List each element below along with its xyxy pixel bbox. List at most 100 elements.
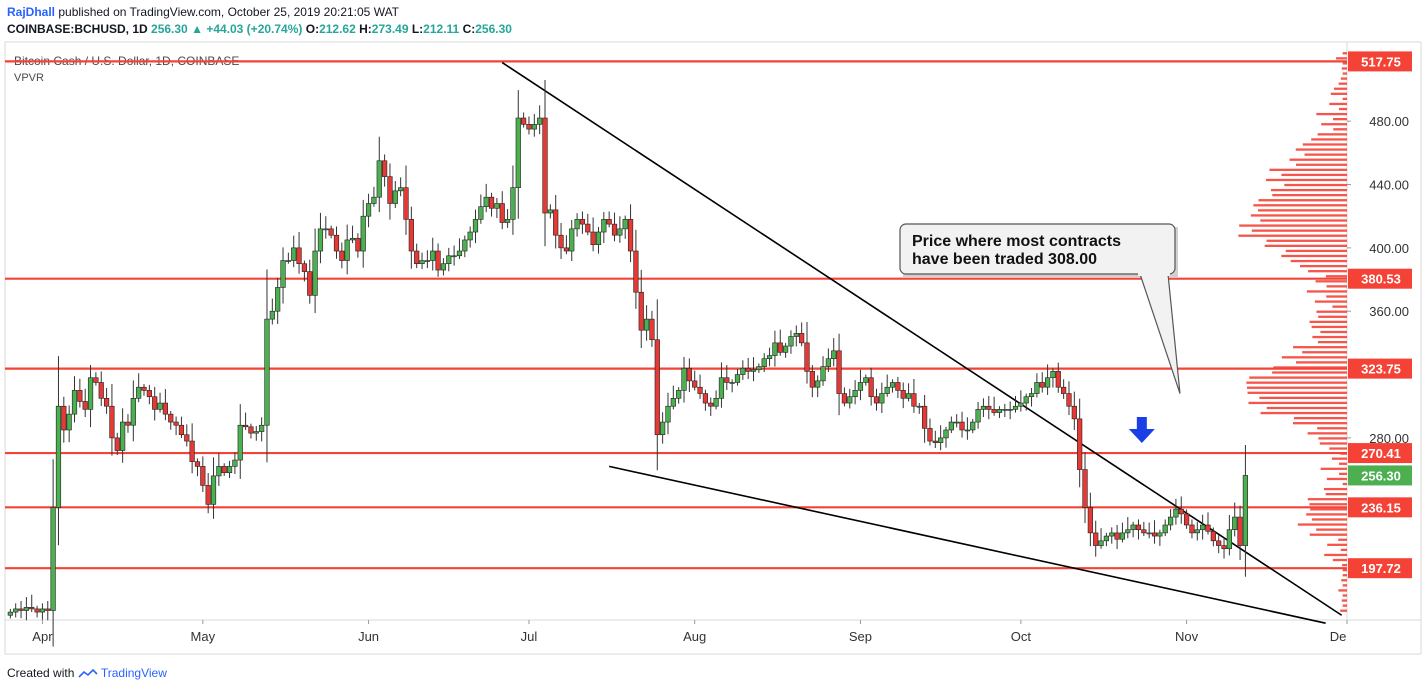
- candle-body: [275, 287, 281, 312]
- y-tick-label: 400.00: [1369, 241, 1409, 256]
- level-label: 236.15: [1361, 500, 1401, 515]
- close-label: C:: [462, 22, 476, 36]
- x-tick-label: Apr: [32, 629, 53, 644]
- candle-body: [927, 428, 933, 442]
- volume-profile-bar: [1281, 254, 1347, 258]
- volume-profile-bar: [1260, 219, 1347, 222]
- price-chart[interactable]: Bitcoin Cash / U.S. Dollar, 1D, COINBASE…: [0, 0, 1426, 660]
- candle-body: [1039, 382, 1045, 388]
- candle-body: [45, 608, 51, 611]
- volume-profile-bar: [1315, 280, 1347, 283]
- volume-profile-bar: [1297, 523, 1347, 526]
- candle-body: [291, 247, 297, 261]
- x-tick-label: Sep: [849, 629, 872, 644]
- volume-profile-bar: [1338, 462, 1347, 465]
- level-label-bg: [1348, 268, 1412, 289]
- volume-profile-bar: [1326, 295, 1347, 298]
- volume-profile-bar: [1342, 594, 1347, 597]
- volume-profile-bar: [1325, 492, 1347, 496]
- volume-profile-bar: [1342, 62, 1347, 65]
- candle-body: [590, 231, 596, 245]
- volume-profile-bar: [1250, 214, 1347, 217]
- candle-body: [1216, 540, 1222, 546]
- candle-body: [1093, 532, 1099, 546]
- volume-profile-bar: [1318, 437, 1347, 440]
- candle-body: [382, 160, 388, 177]
- candle-body: [1135, 524, 1142, 531]
- candle-body: [200, 466, 206, 486]
- down-arrow-icon: [1128, 417, 1155, 443]
- candle-body: [285, 260, 291, 262]
- candle-body: [681, 367, 687, 391]
- candle-body: [440, 263, 447, 271]
- candle-body: [932, 440, 938, 443]
- candle-body: [301, 263, 308, 272]
- candle-body: [986, 405, 992, 410]
- candle-body: [120, 421, 126, 451]
- candle-body: [1189, 524, 1195, 534]
- candle-body: [1151, 532, 1158, 537]
- candle-body: [676, 390, 682, 399]
- candle-body: [649, 318, 655, 341]
- candle-body: [189, 440, 195, 462]
- volume-profile-bar: [1272, 194, 1347, 197]
- candle-body: [905, 393, 912, 399]
- candle-body: [66, 413, 72, 431]
- candle-body: [168, 413, 174, 423]
- candle-body: [863, 377, 869, 383]
- volume-profile-bar: [1332, 558, 1347, 562]
- candle-body: [1082, 469, 1088, 508]
- candle-body: [1119, 532, 1126, 540]
- volume-profile-bar: [1342, 604, 1347, 607]
- x-tick-label: May: [191, 629, 216, 644]
- candle-body: [1103, 535, 1110, 542]
- callout-text: have been traded 308.00: [912, 251, 1097, 268]
- volume-profile-bar: [1311, 325, 1347, 329]
- volume-profile-bar: [1246, 386, 1347, 389]
- candle-body: [515, 117, 521, 188]
- candle-body: [435, 250, 441, 271]
- author-name[interactable]: RajDhall: [7, 5, 56, 19]
- volume-profile-bar: [1296, 163, 1347, 166]
- candle-body: [756, 366, 762, 371]
- candle-body: [323, 228, 329, 231]
- candle-body: [365, 203, 372, 217]
- candle-body: [82, 401, 88, 410]
- volume-profile-bar: [1281, 173, 1347, 177]
- candle-body: [815, 380, 821, 388]
- tradingview-link[interactable]: TradingView: [100, 666, 167, 680]
- candle-body: [542, 117, 548, 214]
- volume-profile-bar: [1340, 609, 1347, 612]
- candle-body: [783, 345, 789, 353]
- x-tick-label: Oct: [1011, 629, 1032, 644]
- candle-body: [125, 421, 131, 426]
- volume-profile-bar: [1341, 579, 1347, 582]
- candle-body: [868, 377, 874, 398]
- candle-body: [569, 228, 575, 252]
- plot-frame: [4, 41, 1422, 655]
- candle-body: [162, 402, 168, 415]
- last-price-label: 256.30: [1361, 468, 1401, 483]
- candle-body: [1130, 524, 1136, 531]
- candle-body: [483, 196, 489, 207]
- x-tick-label: Jun: [358, 629, 379, 644]
- volume-profile-bar: [1306, 290, 1347, 293]
- volume-profile-bar: [1326, 285, 1347, 288]
- candle-body: [601, 219, 607, 233]
- volume-profile-bar: [1309, 533, 1347, 536]
- candle-body: [1210, 531, 1216, 542]
- volume-profile-bar: [1312, 335, 1347, 339]
- symbol-line: COINBASE:BCHUSD, 1D 256.30 ▲ +44.03 (+20…: [7, 22, 512, 37]
- callout-join: [1138, 271, 1170, 276]
- candle-body: [430, 250, 436, 261]
- candle-body: [1226, 529, 1232, 550]
- chart-subtitle: VPVR: [14, 72, 44, 84]
- y-tick-label: 480.00: [1369, 114, 1409, 129]
- volume-profile-bar: [1281, 356, 1347, 359]
- volume-profile-bar: [1306, 513, 1347, 516]
- candle-body: [205, 485, 211, 505]
- volume-profile-bar: [1335, 57, 1347, 60]
- candle-body: [1071, 405, 1077, 420]
- y-tick-label: 280.00: [1369, 431, 1409, 446]
- volume-profile-bar: [1342, 97, 1347, 101]
